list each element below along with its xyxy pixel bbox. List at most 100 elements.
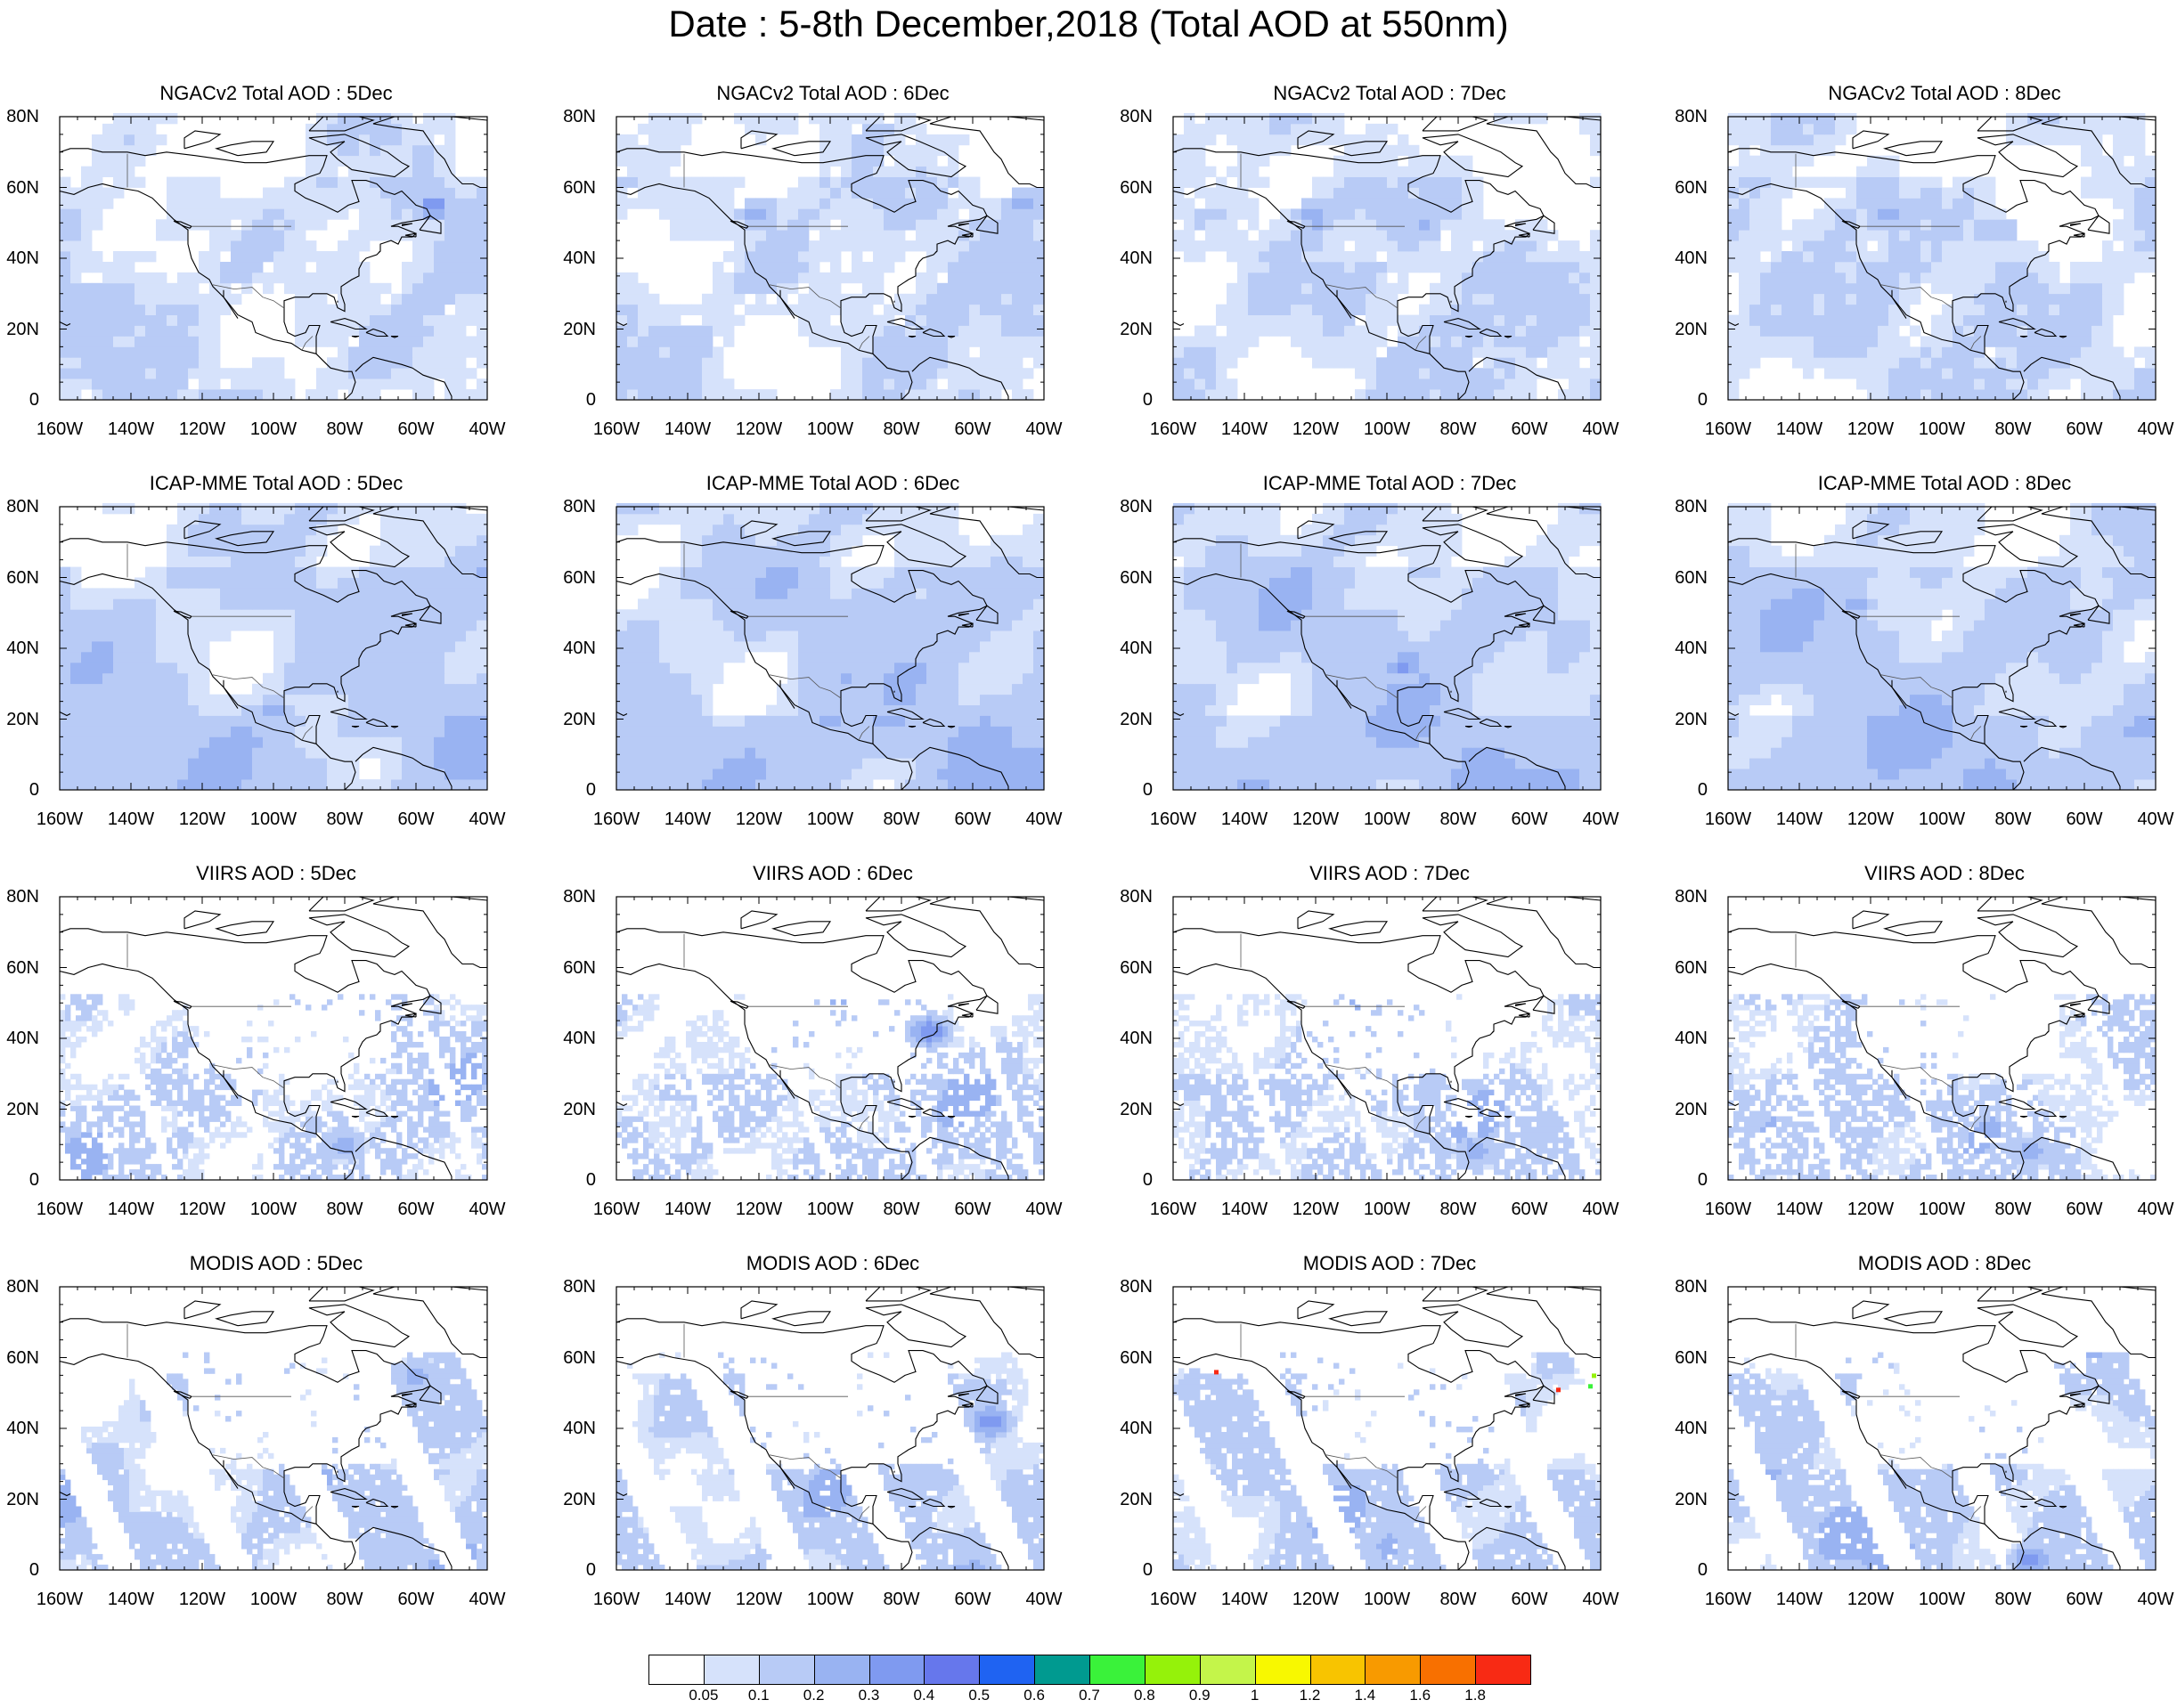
aod-cell bbox=[1494, 272, 1505, 284]
aod-cell bbox=[1899, 389, 1911, 401]
aod-cell bbox=[102, 598, 114, 610]
aod-cell bbox=[412, 736, 424, 748]
aod-cell bbox=[659, 123, 671, 135]
aod-cell bbox=[1931, 230, 1943, 241]
aod-cell bbox=[1301, 293, 1313, 305]
aod-cell bbox=[1760, 155, 1772, 167]
aod-cell bbox=[434, 534, 445, 547]
aod-cell bbox=[1504, 251, 1516, 263]
map-panel: NGACv2 Total AOD : 6Dec 80N 60N 40N 20N 0 160W… bbox=[557, 0, 1091, 439]
aod-cell bbox=[60, 378, 71, 390]
aod-cell bbox=[894, 620, 906, 631]
aod-cell bbox=[444, 726, 456, 737]
aod-cell bbox=[755, 198, 767, 209]
aod-cell bbox=[455, 230, 467, 241]
aod-cell bbox=[338, 630, 349, 642]
aod-cell bbox=[702, 368, 713, 379]
aod-cell bbox=[295, 779, 306, 791]
aod-cell bbox=[1419, 304, 1431, 315]
aod-cell bbox=[1344, 230, 1356, 241]
aod-cell bbox=[1483, 293, 1495, 305]
aod-cell bbox=[434, 577, 445, 589]
aod-cell bbox=[798, 230, 810, 241]
aod-cell bbox=[1012, 357, 1023, 369]
aod-cell bbox=[980, 272, 991, 284]
aod-cell bbox=[1995, 262, 2007, 273]
aod-cell bbox=[1526, 262, 1537, 273]
aod-cell bbox=[124, 672, 135, 685]
aod-cell bbox=[434, 513, 445, 525]
aod-cell bbox=[1033, 219, 1045, 231]
aod-cell bbox=[338, 652, 349, 663]
aod-cell bbox=[1739, 208, 1750, 220]
aod-cell bbox=[1376, 198, 1388, 209]
aod-cell bbox=[1001, 230, 1013, 241]
aod-cell bbox=[188, 272, 200, 284]
aod-cell bbox=[723, 598, 735, 610]
aod-cell bbox=[359, 641, 371, 653]
aod-cell bbox=[370, 588, 381, 599]
aod-cell bbox=[1344, 282, 1356, 295]
aod-cell bbox=[284, 736, 296, 748]
aod-cell bbox=[616, 198, 628, 209]
aod-cell bbox=[2059, 346, 2071, 358]
aod-cell bbox=[477, 293, 488, 305]
aod-cell bbox=[412, 545, 424, 557]
aod-cell bbox=[1462, 293, 1473, 305]
aod-cell bbox=[2059, 113, 2071, 125]
aod-cell bbox=[627, 652, 639, 663]
aod-cell bbox=[316, 282, 328, 295]
aod-cell bbox=[1001, 368, 1013, 379]
aod-cell bbox=[926, 272, 938, 284]
aod-cell bbox=[455, 378, 467, 390]
aod-cell bbox=[1001, 769, 1013, 780]
aod-cell bbox=[434, 524, 445, 536]
aod-cell bbox=[2081, 325, 2092, 337]
aod-cell bbox=[627, 779, 639, 791]
aod-cell bbox=[380, 758, 392, 769]
aod-cell bbox=[1280, 123, 1292, 135]
aod-cell bbox=[209, 704, 221, 716]
aod-cell bbox=[1590, 113, 1602, 125]
aod-cell bbox=[841, 620, 852, 631]
aod-cell bbox=[1312, 208, 1324, 220]
aod-cell bbox=[348, 747, 360, 759]
longitude-tick-label: 120W bbox=[1292, 419, 1340, 439]
aod-cell bbox=[894, 346, 906, 358]
coastline bbox=[355, 356, 453, 400]
aod-cell bbox=[295, 503, 306, 515]
aod-cell bbox=[1001, 662, 1013, 674]
aod-cell bbox=[638, 704, 649, 716]
aod-cell bbox=[616, 389, 628, 401]
aod-cell bbox=[766, 240, 778, 252]
aod-cell bbox=[1953, 230, 1964, 241]
aod-cell bbox=[1835, 282, 1847, 295]
aod-cell bbox=[1472, 304, 1484, 315]
aod-cell bbox=[1259, 293, 1270, 305]
aod-cell bbox=[969, 630, 981, 642]
aod-cell bbox=[220, 609, 232, 621]
aod-cell bbox=[884, 609, 895, 621]
aod-cell bbox=[1953, 304, 1964, 315]
aod-cell bbox=[1408, 314, 1420, 326]
aod-cell bbox=[894, 598, 906, 610]
aod-cell bbox=[1462, 240, 1473, 252]
aod-cell bbox=[830, 336, 842, 347]
aod-cell bbox=[1515, 314, 1527, 326]
aod-cell bbox=[284, 758, 296, 769]
aod-cell bbox=[2027, 325, 2039, 337]
aod-cell bbox=[1023, 208, 1034, 220]
aod-cell bbox=[466, 262, 477, 273]
aod-cell bbox=[434, 566, 445, 578]
aod-cell bbox=[1579, 272, 1591, 284]
aod-cell bbox=[787, 240, 799, 252]
aod-cell bbox=[659, 609, 671, 621]
aod-cell bbox=[423, 779, 435, 791]
aod-cell bbox=[1515, 282, 1527, 295]
aod-cell bbox=[702, 630, 713, 642]
aod-cell bbox=[273, 652, 285, 663]
aod-cell bbox=[338, 155, 349, 167]
aod-cell bbox=[1974, 208, 1985, 220]
aod-cell bbox=[477, 230, 488, 241]
aod-cell bbox=[444, 630, 456, 642]
